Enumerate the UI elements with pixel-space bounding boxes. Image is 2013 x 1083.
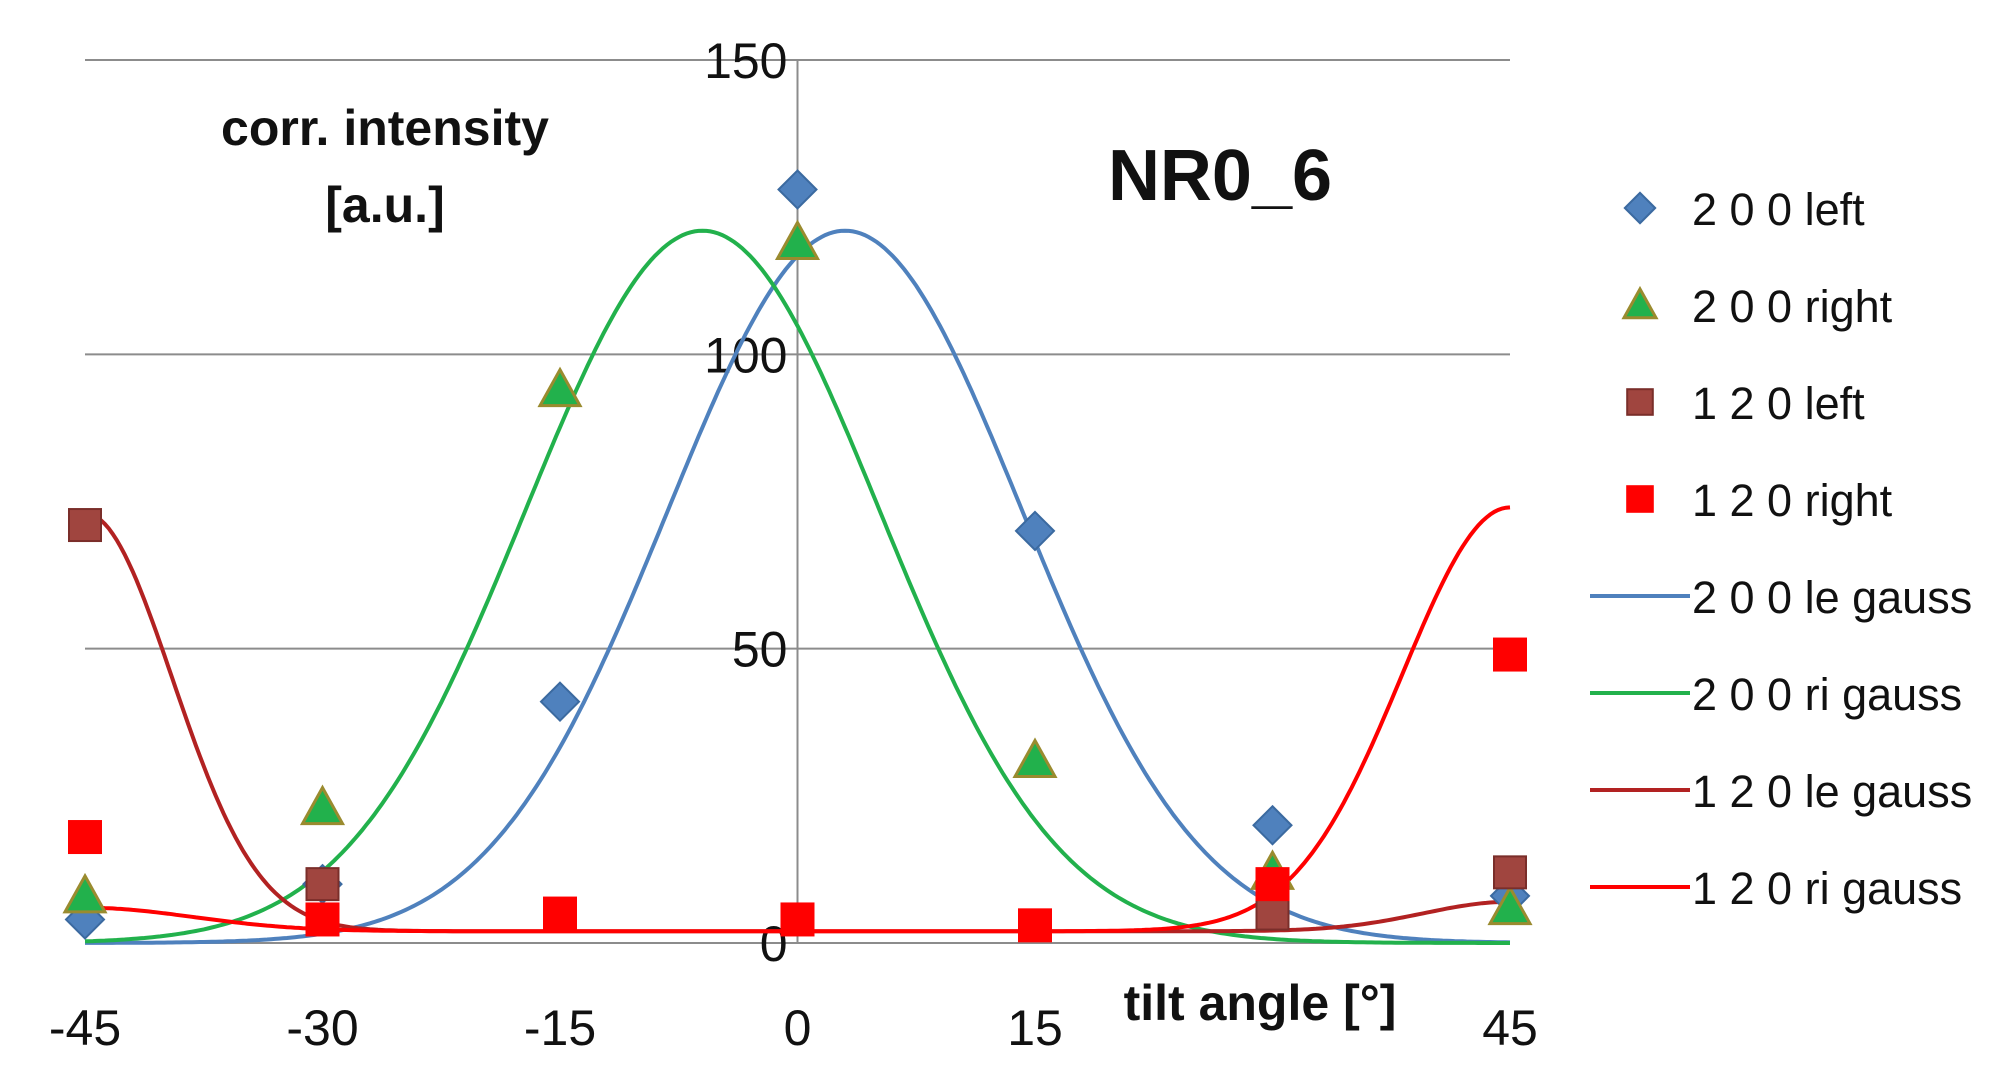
diamond-marker [539,681,581,723]
triangle-marker [1012,737,1058,779]
triangle-marker [774,219,821,260]
square-marker [1255,896,1290,931]
legend-label: 1 2 0 ri gauss [1692,863,1962,914]
legend-label: 1 2 0 left [1692,378,1865,429]
x-tick-labels: -45 -30 -15 0 15 45 [49,1000,1538,1056]
legend: 2 0 0 left 2 0 0 right 1 2 0 left 1 2 0 rig… [1590,184,1972,914]
triangle-marker [1621,285,1659,320]
diamond-marker [1014,510,1056,552]
legend-label: 1 2 0 right [1692,475,1893,526]
y-axis-label-line2: [a.u.] [325,177,444,233]
legend-label: 1 2 0 le gauss [1692,766,1972,817]
square-marker [1626,485,1654,513]
x-tick-label: 15 [1007,1000,1063,1056]
chart-title: NR0_6 [1108,136,1332,216]
triangle-marker [299,784,346,826]
square-marker [1493,855,1527,890]
square-marker [1018,908,1052,943]
square-marker [1493,637,1527,672]
data-markers [62,169,1533,943]
square-marker [543,896,577,931]
square-marker [1626,388,1654,416]
square-marker [305,867,340,902]
legend-label: 2 0 0 right [1692,281,1893,332]
legend-label: 2 0 0 left [1692,184,1865,235]
x-tick-label: 45 [1482,1000,1538,1056]
y-axis-label-line1: corr. intensity [221,100,549,156]
triangle-marker [62,872,108,914]
square-marker [780,902,815,937]
x-tick-label: -30 [286,1000,358,1056]
square-marker [68,820,102,855]
diamond-marker [1623,191,1657,225]
x-axis-label: tilt angle [°] [1124,975,1397,1031]
x-tick-label: -15 [524,1000,596,1056]
triangle-marker [1487,884,1533,926]
legend-label: 2 0 0 ri gauss [1692,669,1962,720]
y-tick-label: 150 [704,33,787,89]
y-tick-label: 50 [732,622,788,678]
square-marker [305,902,340,937]
triangle-marker [537,366,583,408]
square-marker [1255,867,1290,902]
diamond-marker [1252,804,1293,846]
diamond-marker [777,169,818,210]
x-tick-label: 0 [784,1000,812,1056]
legend-label: 2 0 0 le gauss [1692,572,1972,623]
square-marker [68,508,102,543]
x-tick-label: -45 [49,1000,121,1056]
